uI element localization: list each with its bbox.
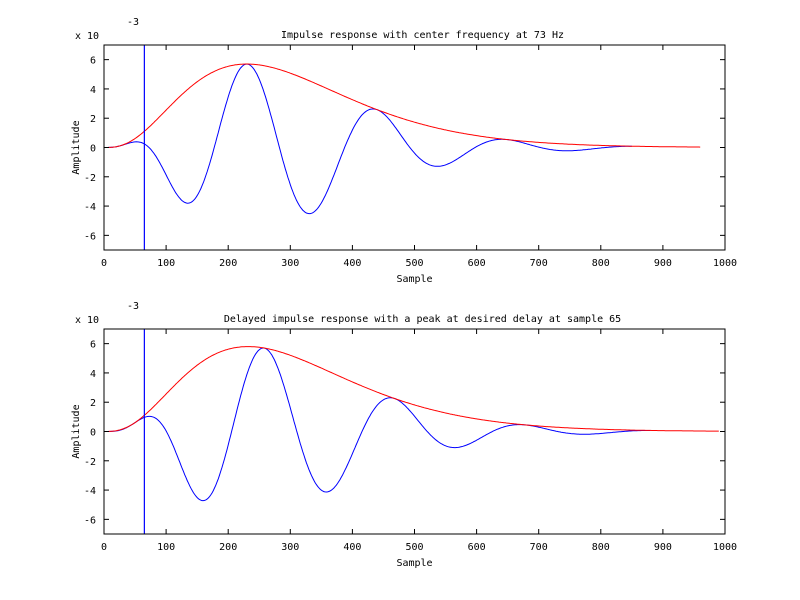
- y-axis-label: Amplitude: [71, 404, 82, 458]
- envelope-line: [104, 346, 719, 432]
- x-axis-label: Sample: [396, 558, 432, 569]
- x-tick-label: 0: [101, 542, 107, 553]
- y-tick-label: 6: [90, 340, 96, 351]
- x-tick-label: 800: [592, 258, 610, 269]
- y-tick-label: 0: [90, 428, 96, 439]
- y-tick-label: 4: [90, 85, 96, 96]
- subplot-2: 0 100 200 300 400 500 600 700 800 900 1000 -6 -4 -2 0 2…: [71, 301, 737, 569]
- y-multiplier-exponent: -3: [127, 301, 139, 312]
- x-tick-label: 0: [101, 258, 107, 269]
- x-tick-label: 700: [530, 258, 548, 269]
- x-tick-label: 700: [530, 542, 548, 553]
- y-tick-label: -6: [84, 231, 96, 242]
- x-tick-label: 100: [157, 258, 175, 269]
- y-axis-label: Amplitude: [71, 120, 82, 174]
- y-tick-label: -2: [84, 457, 96, 468]
- y-multiplier-label: x 10: [75, 31, 99, 42]
- y-tick-label: -2: [84, 173, 96, 184]
- x-tick-label: 1000: [713, 542, 737, 553]
- subplot-1: 0 100 200 300 400 500 600 700 800 900 1000 -6 -4 -2 0 2…: [71, 17, 737, 285]
- x-tick-label: 400: [343, 542, 361, 553]
- y-tick-label: -6: [84, 515, 96, 526]
- y-tick-label: 4: [90, 369, 96, 380]
- signal-line: [104, 347, 651, 502]
- y-multiplier-exponent: -3: [127, 17, 139, 28]
- x-tick-label: 500: [405, 258, 423, 269]
- plot-area: [104, 329, 725, 534]
- x-tick-label: 600: [468, 258, 486, 269]
- envelope-line: [104, 63, 701, 148]
- y-tick-label: 6: [90, 56, 96, 67]
- x-tick-label: 100: [157, 542, 175, 553]
- x-tick-label: 500: [405, 542, 423, 553]
- y-tick-label: 2: [90, 398, 96, 409]
- y-multiplier-label: x 10: [75, 315, 99, 326]
- signal-line: [104, 63, 632, 215]
- y-tick-label: -4: [84, 486, 96, 497]
- x-tick-label: 300: [281, 258, 299, 269]
- y-tick-label: 2: [90, 114, 96, 125]
- chart-title: Impulse response with center frequency a…: [281, 30, 564, 41]
- x-tick-label: 800: [592, 542, 610, 553]
- x-tick-label: 600: [468, 542, 486, 553]
- x-tick-label: 300: [281, 542, 299, 553]
- x-tick-label: 200: [219, 542, 237, 553]
- y-tick-label: 0: [90, 144, 96, 155]
- x-tick-label: 900: [654, 258, 672, 269]
- y-tick-label: -4: [84, 202, 96, 213]
- chart-title: Delayed impulse response with a peak at …: [224, 314, 621, 325]
- x-tick-label: 1000: [713, 258, 737, 269]
- x-tick-label: 400: [343, 258, 361, 269]
- x-tick-label: 200: [219, 258, 237, 269]
- plot-area: [104, 45, 725, 250]
- x-axis-label: Sample: [396, 274, 432, 285]
- x-tick-label: 900: [654, 542, 672, 553]
